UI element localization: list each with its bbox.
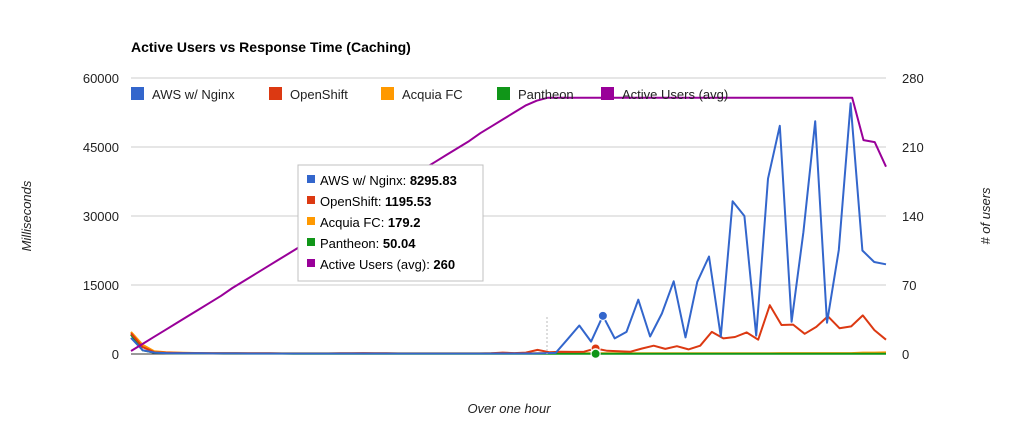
y2-tick-label: 0 — [902, 347, 909, 362]
tooltip-box — [297, 164, 484, 282]
tooltip-swatch — [307, 217, 315, 225]
legend-label: Active Users (avg) — [622, 87, 728, 102]
y-tick-label: 0 — [112, 347, 119, 362]
gridlines — [131, 77, 886, 355]
y2-tick-label: 70 — [902, 278, 916, 293]
tooltip-entry: OpenShift: 1195.53 — [320, 194, 431, 209]
tooltip: AWS w/ Nginx: 8295.83 OpenShift: 1195.53 A… — [297, 164, 484, 282]
tooltip-entry: Active Users (avg): 260 — [320, 257, 455, 272]
series-line-acquia-fc[interactable] — [130, 331, 887, 355]
legend-label: Acquia FC — [402, 87, 463, 102]
legend-item[interactable]: Acquia FC — [381, 87, 463, 102]
y-tick-label: 30000 — [83, 209, 119, 224]
legend-swatch — [497, 87, 510, 100]
tooltip-swatch — [307, 259, 315, 267]
series-line-pantheon[interactable] — [130, 334, 886, 355]
y-axis-label: Milliseconds — [19, 180, 34, 251]
tooltip-swatch — [307, 238, 315, 246]
y2-tick-label: 280 — [902, 71, 924, 86]
tooltip-entry: Acquia FC: 179.2 — [320, 215, 420, 230]
tooltip-swatch — [307, 196, 315, 204]
legend-label: Pantheon — [518, 87, 574, 102]
legend-swatch — [381, 87, 394, 100]
legend-item[interactable]: Pantheon — [497, 87, 574, 102]
y-tick-label: 45000 — [83, 140, 119, 155]
hover-marker — [597, 310, 608, 321]
y2-axis-label: # of users — [978, 187, 993, 245]
series-line-active-users-avg[interactable] — [130, 96, 887, 352]
legend-swatch — [269, 87, 282, 100]
legend-label: OpenShift — [290, 87, 348, 102]
chart-title: Active Users vs Response Time (Caching) — [131, 39, 411, 55]
legend-item[interactable]: Active Users (avg) — [601, 87, 728, 102]
y-tick-label: 60000 — [83, 71, 119, 86]
tooltip-entry: AWS w/ Nginx: 8295.83 — [320, 173, 457, 188]
series-line-openshift[interactable] — [130, 304, 887, 355]
legend-item[interactable]: AWS w/ Nginx — [131, 87, 235, 102]
x-axis-label: Over one hour — [467, 401, 551, 416]
left-axis-ticks: 0 15000 30000 45000 60000 — [83, 71, 119, 362]
series-line-aws-w-nginx[interactable] — [130, 102, 887, 355]
legend-label: AWS w/ Nginx — [152, 87, 235, 102]
tooltip-entry: Pantheon: 50.04 — [320, 236, 416, 251]
hover-marker — [590, 348, 601, 359]
y2-tick-label: 210 — [902, 140, 924, 155]
y-tick-label: 15000 — [83, 278, 119, 293]
right-axis-ticks: 0 70 140 210 280 — [902, 71, 924, 362]
legend-item[interactable]: OpenShift — [269, 87, 348, 102]
tooltip-swatch — [307, 175, 315, 183]
legend-swatch — [131, 87, 144, 100]
legend[interactable]: AWS w/ Nginx OpenShift Acquia FC Pantheon Ac… — [131, 87, 728, 102]
legend-swatch — [601, 87, 614, 100]
series-layer — [130, 96, 887, 355]
y2-tick-label: 140 — [902, 209, 924, 224]
hover-markers — [546, 310, 608, 359]
